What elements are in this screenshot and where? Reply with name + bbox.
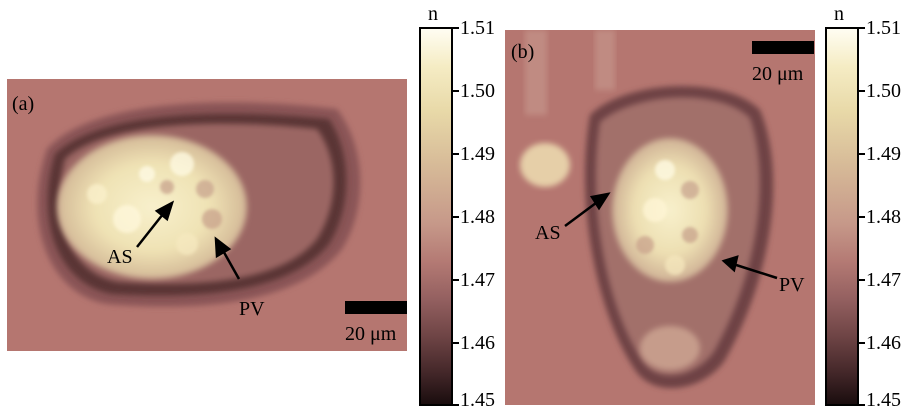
annotation-as-a: AS [107,246,133,268]
colorbar-1 [419,27,453,406]
colorbar-2-tick-147: 1.47 [866,269,901,291]
colorbar-1-tick-147: 1.47 [460,269,495,291]
panel-b-image: (b) AS PV 20 μm [505,30,815,405]
scale-label-a: 20 μm [345,323,397,345]
panel-a-image: (a) AS PV 20 μm [7,79,407,351]
annotation-arrows-a [136,200,241,280]
annotation-pv-b: PV [779,274,805,296]
colorbar-1-tick-150: 1.50 [460,80,495,102]
cell-b-graphic [520,30,778,389]
scale-label-b: 20 μm [752,63,804,85]
colorbar-2-tick-148: 1.48 [866,206,901,228]
colorbar-2-tick-146: 1.46 [866,332,901,354]
colorbar-1-tick-146: 1.46 [460,332,495,354]
panel-a-label: (a) [12,93,35,115]
panel-b-label: (b) [511,41,535,63]
colorbar-1-tick-148: 1.48 [460,206,495,228]
colorbar-2-tick-145: 1.45 [866,389,901,411]
scale-bar-b [752,41,814,54]
colorbar-1-tick-151: 1.51 [460,17,495,39]
annotation-as-b: AS [535,222,561,244]
cell-a-graphic [37,102,361,307]
colorbar-2 [825,27,859,406]
colorbar-2-tick-151: 1.51 [866,17,901,39]
colorbar-1-tick-149: 1.49 [460,143,495,165]
colorbar-1-tick-145: 1.45 [460,389,495,411]
colorbar-1-title: n [428,3,438,25]
scale-bar-a [345,301,407,314]
colorbar-2-tick-150: 1.50 [866,80,901,102]
colorbar-2-tick-149: 1.49 [866,143,901,165]
colorbar-2-title: n [834,3,844,25]
annotation-pv-a: PV [239,298,265,320]
annotation-arrows-b [564,192,778,280]
